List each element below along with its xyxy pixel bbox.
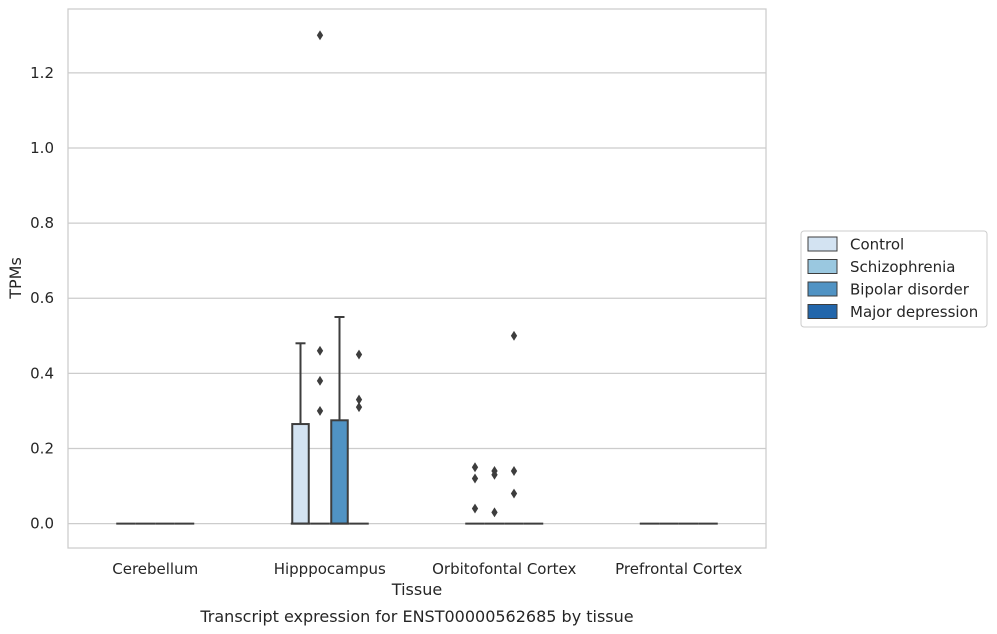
box-body — [330, 419, 349, 525]
box-orbitofontal-cortex-schizophrenia — [484, 466, 505, 525]
outlier-point — [316, 345, 324, 356]
legend-frame — [800, 230, 988, 328]
outlier-point — [510, 488, 518, 499]
outlier-point — [355, 402, 363, 413]
y-axis-label: TPMs — [6, 257, 25, 300]
outlier-point — [355, 349, 363, 360]
legend-label: Schizophrenia — [850, 258, 955, 276]
plot-frame — [67, 8, 767, 549]
outlier-point — [471, 462, 479, 473]
y-tick-label: 0.2 — [30, 439, 54, 457]
box-hipppocampus-major-depression — [349, 349, 369, 525]
y-tick-label: 1.2 — [30, 64, 54, 82]
outlier-point — [491, 466, 498, 476]
x-tick-label: Prefrontal Cortex — [615, 560, 742, 578]
y-tick-labels: 0.0 0.2 0.4 0.6 0.8 1.0 1.2 — [30, 64, 54, 533]
legend-swatch — [807, 236, 838, 252]
x-tick-label: Cerebellum — [112, 560, 198, 578]
outlier-point — [316, 375, 324, 386]
y-tick-label: 1.0 — [30, 139, 54, 157]
grid-lines — [68, 72, 766, 525]
x-tick-label: Orbitofontal Cortex — [432, 560, 576, 578]
y-tick-label: 0.6 — [30, 289, 54, 307]
outlier-point — [510, 466, 518, 476]
y-tick-label: 0.0 — [30, 515, 54, 533]
outlier-point — [316, 30, 324, 41]
y-tick-label: 0.8 — [30, 214, 54, 232]
legend-label: Major depression — [850, 303, 978, 321]
box-hipppocampus-bipolar-disorder — [329, 316, 350, 525]
outlier-point — [510, 330, 518, 341]
box-orbitofontal-cortex-control — [465, 462, 485, 525]
legend-label: Control — [850, 236, 904, 254]
outlier-point — [316, 405, 324, 416]
x-axis-label: Tissue — [391, 580, 442, 599]
box-hipppocampus-control — [290, 342, 311, 525]
box-orbitofontal-cortex-bipolar-disorder — [504, 330, 524, 525]
box-groups — [116, 30, 718, 525]
legend-swatch — [807, 281, 838, 297]
outlier-point — [471, 473, 479, 484]
box-hipppocampus-schizophrenia — [310, 30, 330, 525]
y-tick-label: 0.4 — [30, 364, 54, 382]
plot-background — [68, 9, 766, 548]
x-tick-labels: Cerebellum Hipppocampus Orbitofontal Corte… — [112, 560, 742, 578]
legend-swatch — [807, 259, 838, 274]
legend: Control Schizophrenia Bipolar disorder Majo… — [800, 230, 988, 328]
x-tick-label: Hipppocampus — [274, 560, 386, 578]
box-body — [291, 423, 310, 525]
legend-label: Bipolar disorder — [850, 281, 970, 299]
outlier-point — [355, 394, 363, 405]
outlier-point — [491, 507, 498, 518]
legend-swatch — [807, 304, 838, 319]
chart-caption: Transcript expression for ENST0000056268… — [199, 607, 633, 626]
outlier-point — [471, 503, 479, 514]
